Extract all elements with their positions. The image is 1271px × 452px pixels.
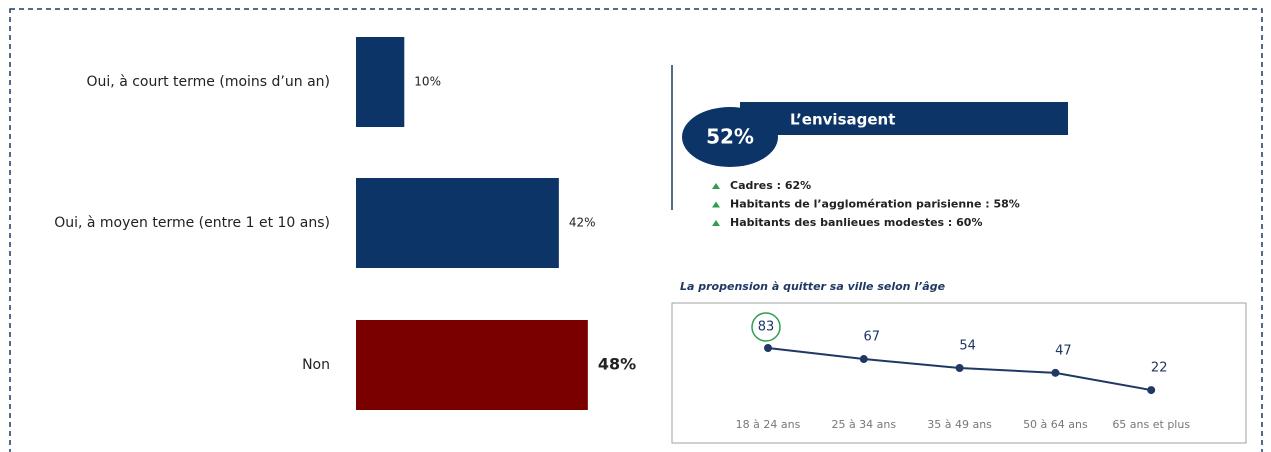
category-label: Oui, à moyen terme (entre 1 et 10 ans) (54, 215, 330, 231)
point (764, 344, 772, 352)
callout-badge (682, 107, 778, 167)
category-label: Oui, à court terme (moins d’un an) (87, 74, 330, 90)
value-label: 54 (959, 339, 976, 354)
line-chart-title: La propension à quitter sa ville selon l… (680, 280, 946, 293)
value-label: 47 (1055, 343, 1072, 358)
bullet-icon (712, 201, 720, 208)
point (1051, 368, 1060, 377)
x-tick-label: 65 ans et plus (1112, 418, 1190, 431)
bullet-icon (712, 220, 720, 226)
category-label: Non (302, 357, 330, 373)
bullet-icon (712, 183, 720, 189)
point (955, 364, 964, 373)
callout-band (740, 102, 1068, 135)
value-label: 83 (758, 320, 775, 335)
callout-value: 52% (706, 125, 754, 149)
bar (356, 320, 588, 410)
value-label: 10% (414, 75, 441, 89)
bullet-text: Cadres : 62% (730, 179, 811, 192)
bullet-text: Habitants des banlieues modestes : 60% (730, 216, 982, 229)
x-tick-label: 50 à 64 ans (1023, 418, 1088, 431)
x-tick-label: 18 à 24 ans (736, 418, 801, 431)
callout-label: L’envisagent (790, 111, 895, 129)
x-tick-label: 35 à 49 ans (927, 418, 992, 431)
value-label: 48% (598, 355, 636, 374)
x-tick-label: 25 à 34 ans (831, 418, 896, 431)
frame (9, 8, 1263, 452)
point (1147, 386, 1156, 395)
line-chart-box (671, 302, 1247, 444)
bullet-text: Habitants de l’agglomération parisienne … (730, 198, 1020, 211)
bar (356, 37, 405, 127)
value-label: 67 (864, 330, 881, 345)
value-label: 42% (569, 216, 596, 230)
highlight-ring (751, 312, 781, 342)
value-label: 22 (1151, 361, 1168, 376)
point (859, 355, 868, 364)
bar (356, 178, 559, 268)
